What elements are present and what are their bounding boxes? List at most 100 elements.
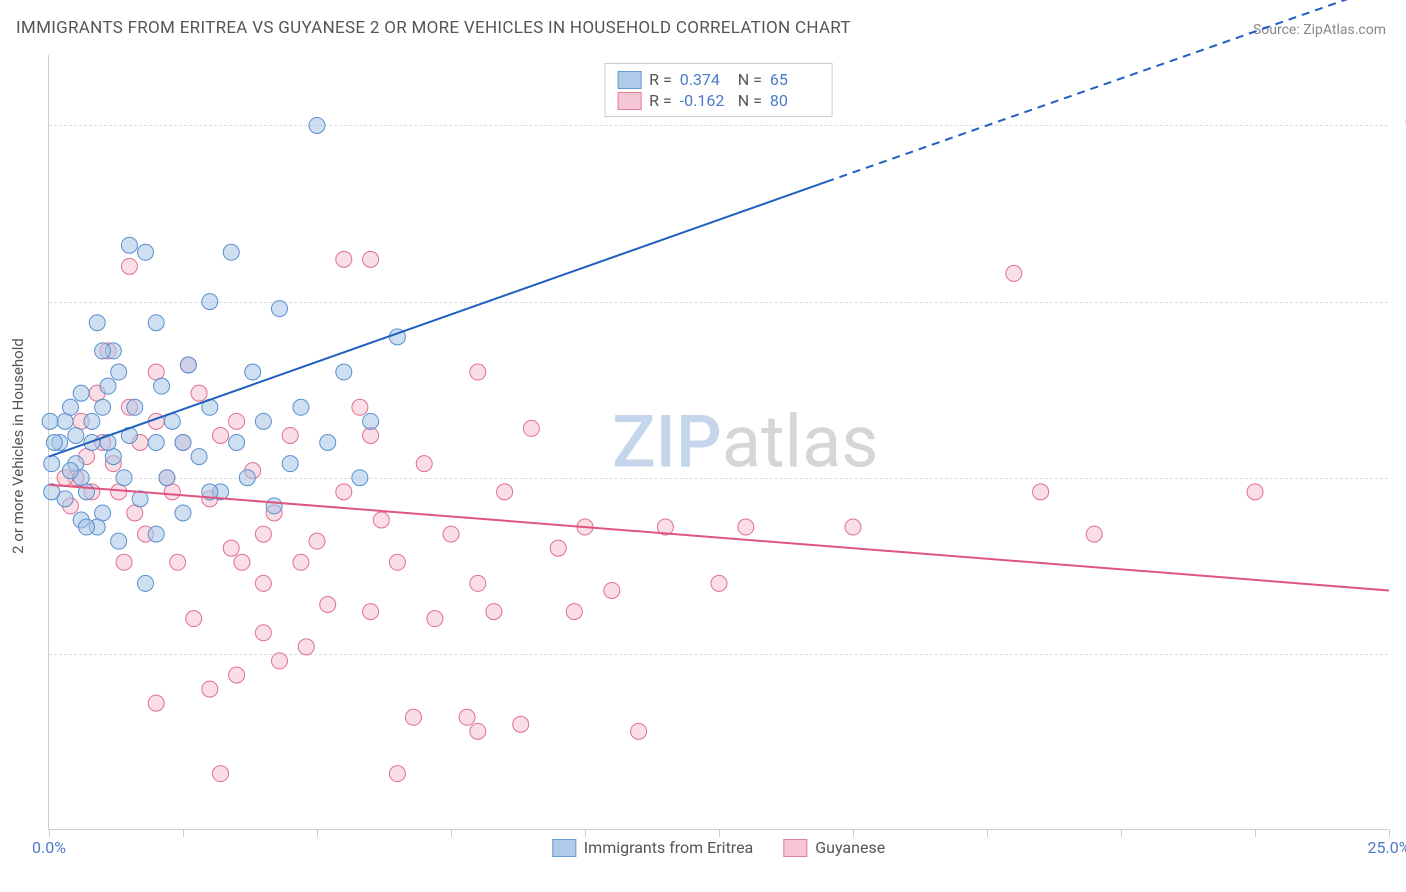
- scatter-point-guyanese: [229, 413, 245, 429]
- scatter-point-guyanese: [352, 399, 368, 415]
- scatter-point-eritrea: [180, 357, 196, 373]
- scatter-point-eritrea: [148, 435, 164, 451]
- scatter-point-guyanese: [223, 540, 239, 556]
- legend-correlation: R = 0.374 N = 65 R = -0.162 N = 80: [604, 63, 833, 117]
- x-tick-label: 25.0%: [1368, 838, 1406, 857]
- scatter-point-eritrea: [68, 427, 84, 443]
- scatter-point-guyanese: [116, 554, 132, 570]
- scatter-point-guyanese: [191, 385, 207, 401]
- r-value-eritrea: 0.374: [680, 70, 730, 89]
- scatter-point-eritrea: [191, 449, 207, 465]
- r-value-guyanese: -0.162: [680, 91, 730, 110]
- scatter-point-eritrea: [95, 343, 111, 359]
- scatter-point-guyanese: [121, 258, 137, 274]
- scatter-point-eritrea: [137, 244, 153, 260]
- scatter-point-guyanese: [282, 427, 298, 443]
- scatter-point-guyanese: [497, 484, 513, 500]
- scatter-point-eritrea: [116, 470, 132, 486]
- scatter-point-guyanese: [405, 709, 421, 725]
- scatter-point-eritrea: [121, 237, 137, 253]
- x-tick: [451, 829, 452, 837]
- scatter-point-guyanese: [170, 554, 186, 570]
- scatter-point-guyanese: [845, 519, 861, 535]
- scatter-point-eritrea: [154, 378, 170, 394]
- scatter-point-eritrea: [148, 315, 164, 331]
- scatter-point-eritrea: [62, 399, 78, 415]
- y-tick-label: 75.0%: [1396, 292, 1406, 311]
- legend-item-guyanese: Guyanese: [783, 838, 885, 857]
- n-label: N =: [738, 91, 762, 110]
- scatter-point-eritrea: [42, 413, 58, 429]
- y-axis-label: 2 or more Vehicles in Household: [9, 338, 27, 554]
- scatter-point-guyanese: [470, 364, 486, 380]
- scatter-point-guyanese: [363, 604, 379, 620]
- scatter-point-guyanese: [604, 582, 620, 598]
- x-tick: [49, 829, 50, 837]
- scatter-point-eritrea: [100, 378, 116, 394]
- scatter-point-eritrea: [148, 526, 164, 542]
- swatch-eritrea: [617, 71, 641, 89]
- scatter-point-guyanese: [186, 611, 202, 627]
- x-tick: [585, 829, 586, 837]
- scatter-point-guyanese: [320, 597, 336, 613]
- n-label: N =: [738, 70, 762, 89]
- y-tick-label: 25.0%: [1396, 644, 1406, 663]
- scatter-point-eritrea: [223, 244, 239, 260]
- scatter-point-guyanese: [234, 554, 250, 570]
- scatter-point-guyanese: [470, 575, 486, 591]
- x-tick: [317, 829, 318, 837]
- scatter-point-guyanese: [373, 512, 389, 528]
- scatter-point-guyanese: [738, 519, 754, 535]
- trendline-guyanese: [49, 485, 1389, 591]
- scatter-point-guyanese: [363, 251, 379, 267]
- scatter-point-guyanese: [213, 766, 229, 782]
- scatter-point-eritrea: [255, 413, 271, 429]
- source-attribution: Source: ZipAtlas.com: [1253, 22, 1386, 38]
- scatter-point-eritrea: [89, 315, 105, 331]
- swatch-eritrea: [552, 839, 576, 857]
- scatter-point-eritrea: [111, 364, 127, 380]
- chart-container: IMMIGRANTS FROM ERITREA VS GUYANESE 2 OR…: [0, 0, 1406, 892]
- trendline-eritrea: [49, 182, 826, 457]
- scatter-point-guyanese: [255, 575, 271, 591]
- scatter-point-guyanese: [459, 709, 475, 725]
- scatter-point-guyanese: [389, 766, 405, 782]
- scatter-point-guyanese: [513, 716, 529, 732]
- chart-title: IMMIGRANTS FROM ERITREA VS GUYANESE 2 OR…: [16, 18, 851, 38]
- scatter-point-guyanese: [486, 604, 502, 620]
- scatter-point-eritrea: [44, 456, 60, 472]
- x-tick: [183, 829, 184, 837]
- scatter-point-guyanese: [229, 667, 245, 683]
- scatter-point-eritrea: [266, 498, 282, 514]
- n-value-guyanese: 80: [770, 91, 820, 110]
- scatter-point-guyanese: [1033, 484, 1049, 500]
- scatter-point-guyanese: [389, 554, 405, 570]
- scatter-svg: [49, 55, 1388, 829]
- scatter-point-eritrea: [363, 413, 379, 429]
- scatter-point-eritrea: [239, 470, 255, 486]
- scatter-point-guyanese: [271, 653, 287, 669]
- scatter-point-guyanese: [416, 456, 432, 472]
- scatter-point-eritrea: [95, 399, 111, 415]
- scatter-point-eritrea: [79, 519, 95, 535]
- scatter-point-guyanese: [1247, 484, 1263, 500]
- scatter-point-guyanese: [631, 723, 647, 739]
- scatter-point-eritrea: [175, 435, 191, 451]
- scatter-point-guyanese: [566, 604, 582, 620]
- scatter-point-eritrea: [73, 385, 89, 401]
- scatter-point-guyanese: [336, 484, 352, 500]
- scatter-point-guyanese: [427, 611, 443, 627]
- n-value-eritrea: 65: [770, 70, 820, 89]
- r-label: R =: [649, 70, 672, 89]
- scatter-point-eritrea: [271, 301, 287, 317]
- x-tick: [987, 829, 988, 837]
- scatter-point-eritrea: [320, 435, 336, 451]
- x-tick: [1121, 829, 1122, 837]
- scatter-point-eritrea: [62, 463, 78, 479]
- legend-row-eritrea: R = 0.374 N = 65: [617, 70, 820, 89]
- scatter-point-eritrea: [245, 364, 261, 380]
- scatter-point-guyanese: [255, 526, 271, 542]
- scatter-point-guyanese: [309, 533, 325, 549]
- scatter-point-guyanese: [148, 695, 164, 711]
- scatter-point-guyanese: [298, 639, 314, 655]
